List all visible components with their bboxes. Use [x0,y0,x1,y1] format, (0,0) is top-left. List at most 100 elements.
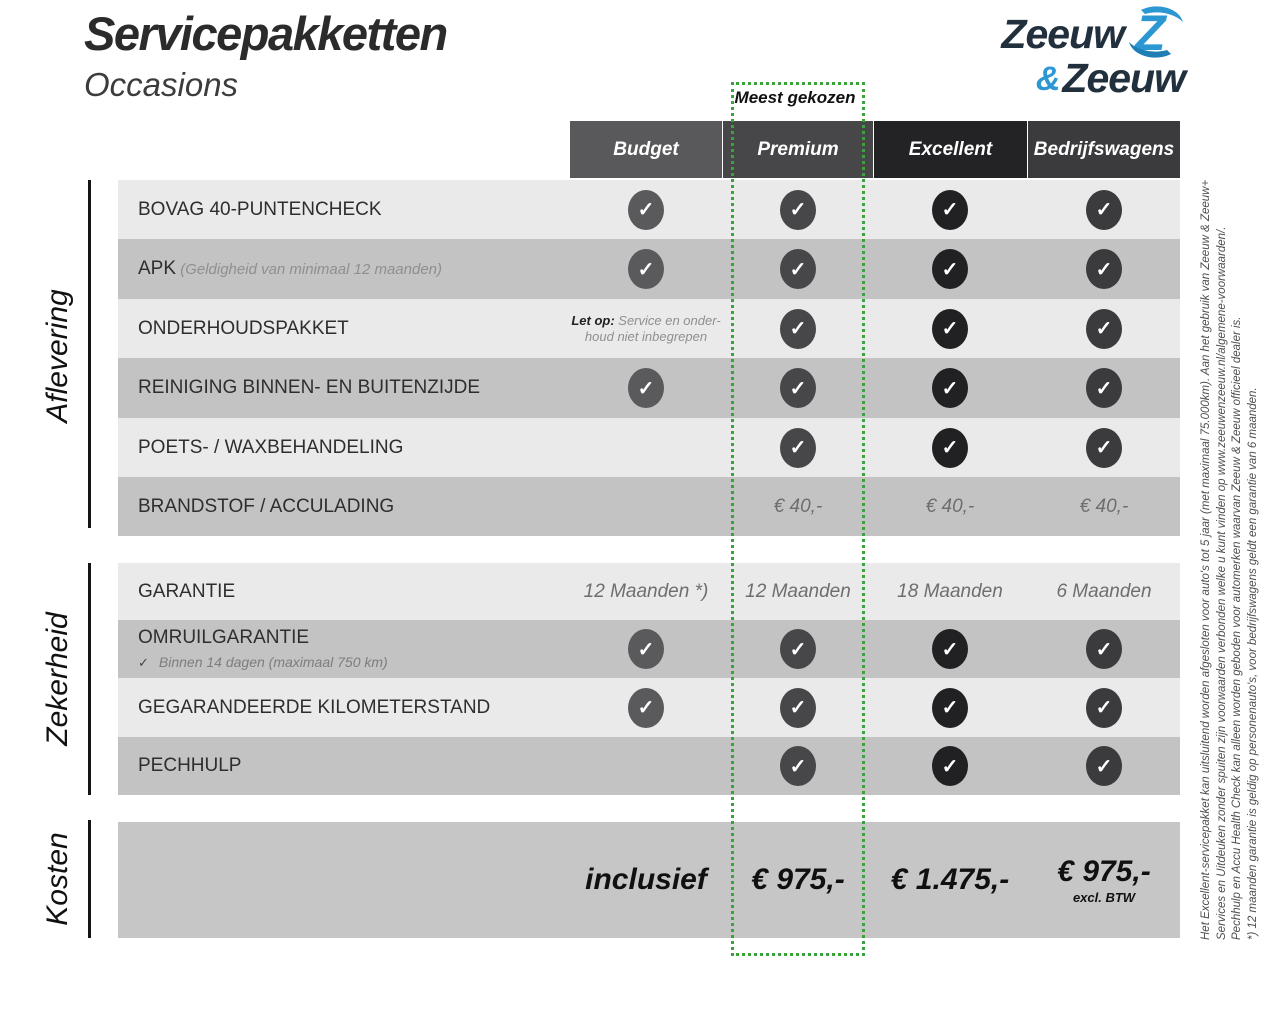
row-label: GARANTIE [138,580,236,602]
checkmark-icon: ✓ [1086,308,1122,349]
table-row-poets-waxbehandeling: POETS- / WAXBEHANDELING ✓ ✓ ✓ [118,418,1180,477]
footnote-line: Services en Uitdeuken zonder spuiten zij… [1215,226,1228,940]
cell-value: 18 Maanden [897,580,1003,602]
checkmark-icon: ✓ [1086,746,1122,786]
value-cell: € 40,- [874,477,1026,536]
check-icon: ✓ [570,620,722,678]
row-label: REINIGING BINNEN- EN BUITENZIJDE [138,377,481,398]
value-cell: 12 Maanden [723,563,873,620]
row-label: BRANDSTOF / ACCULADING [138,495,395,517]
check-icon: ✓ [874,180,1026,239]
check-icon: ✓ [1028,358,1180,418]
check-icon: ✓ [723,358,873,418]
logo-ampersand: & [1035,59,1061,98]
price-value: € 975,- [1057,855,1151,888]
value-cell: € 40,- [723,477,873,536]
row-label: GEGARANDEERDE KILOMETERSTAND [138,696,491,718]
checkmark-icon: ✓ [628,368,664,408]
section-label-aflevering: Aflevering [41,289,74,423]
checkmark-icon: ✓ [1086,249,1122,289]
column-header-budget: Budget [570,121,722,178]
checkmark-icon: ✓ [932,189,968,230]
value-cell: 18 Maanden [874,563,1026,620]
checkmark-icon: ✓ [932,368,968,408]
cell-value: € 40,- [773,495,823,517]
section-line-zekerheid [88,563,91,795]
small-check-icon: ✓ [138,655,149,670]
row-label: BOVAG 40-PUNTENCHECK [138,198,382,220]
empty-cell [570,477,722,536]
cell-value: 12 Maanden [745,580,851,602]
check-icon: ✓ [1028,737,1180,795]
check-icon: ✓ [723,418,873,477]
checkmark-icon: ✓ [628,249,664,289]
section-line-kosten [88,820,91,938]
checkmark-icon: ✓ [780,189,816,230]
column-header-excellent: Excellent [874,121,1027,178]
logo-word-1: Zeeuw [1001,10,1125,57]
price-cell: € 975,- excl. BTW [1028,822,1180,938]
section-label-kosten: Kosten [41,832,74,926]
price-value: inclusief [585,863,707,896]
row-label: OMRUILGARANTIE ✓ Binnen 14 dagen (maximaal… [138,627,388,670]
cell-value: 12 Maanden *) [583,580,709,602]
cell-value: € 40,- [925,495,975,517]
warning-note-cell: Let op: Service en onder-houd niet inbeg… [570,299,722,358]
check-icon: ✓ [1028,239,1180,299]
page-title: Servicepakketten [84,7,448,60]
row-label: POETS- / WAXBEHANDELING [138,436,404,458]
row-sub-note: ✓ Binnen 14 dagen (maximaal 750 km) [138,654,388,670]
price-value: € 975,- [751,863,845,896]
value-cell: 12 Maanden *) [570,563,722,620]
price-cell: € 1.475,- [874,822,1026,938]
check-icon: ✓ [723,620,873,678]
empty-cell [570,737,722,795]
zeeuw-en-zeeuw-logo: Zeeuw Z & Zeeuw [985,5,1186,101]
row-label-note: (Geldigheid van minimaal 12 maanden) [176,261,443,278]
checkmark-icon: ✓ [780,629,816,669]
cell-value: € 40,- [1079,495,1129,517]
check-icon: ✓ [874,678,1026,737]
check-icon: ✓ [570,358,722,418]
price-value: € 1.475,- [890,863,1010,896]
value-cell: € 40,- [1028,477,1180,536]
check-icon: ✓ [874,620,1026,678]
check-icon: ✓ [874,737,1026,795]
check-icon: ✓ [570,180,722,239]
check-icon: ✓ [1028,299,1180,358]
section-line-aflevering [88,180,91,528]
checkmark-icon: ✓ [780,308,816,349]
row-label: ONDERHOUDSPAKKET [138,317,349,339]
checkmark-icon: ✓ [1086,368,1122,408]
check-icon: ✓ [723,239,873,299]
z-swoosh-icon: Z [1127,5,1185,62]
check-icon: ✓ [874,299,1026,358]
check-icon: ✓ [1028,180,1180,239]
row-label: PECHHULP [138,755,242,776]
checkmark-icon: ✓ [932,308,968,349]
check-icon: ✓ [570,678,722,737]
checkmark-icon: ✓ [780,427,816,468]
checkmark-icon: ✓ [780,368,816,408]
price-cell: inclusief [570,822,722,938]
checkmark-icon: ✓ [628,687,664,728]
table-row-onderhoudspakket: ONDERHOUDSPAKKET Let op: Service en onder… [118,299,1180,358]
checkmark-icon: ✓ [932,629,968,669]
check-icon: ✓ [723,678,873,737]
checkmark-icon: ✓ [628,189,664,230]
table-row-bovag-40-puntencheck: BOVAG 40-PUNTENCHECK ✓ ✓ ✓ ✓ [118,180,1180,239]
table-row-omruilgarantie: OMRUILGARANTIE ✓ Binnen 14 dagen (maximaal… [118,620,1180,678]
footnote-line: *) 12 maanden garantie is geldig op pers… [1246,387,1259,940]
logo-word-2: Zeeuw [1062,55,1186,101]
table-row-pechhulp: PECHHULP ✓ ✓ ✓ [118,737,1180,795]
page-subtitle: Occasions [84,66,239,103]
checkmark-icon: ✓ [780,687,816,728]
table-row-apk: APK (Geldigheid van minimaal 12 maanden)… [118,239,1180,299]
check-icon: ✓ [570,239,722,299]
footnote-line: Pechhulp en Accu Health Check kan alleen… [1231,316,1243,941]
value-cell: 6 Maanden [1028,563,1180,620]
checkmark-icon: ✓ [932,746,968,786]
footnote-line: Het Excellent-servicepakket kan uitsluit… [1200,179,1212,940]
checkmark-icon: ✓ [932,249,968,289]
most-chosen-badge: Meest gekozen [734,88,856,107]
